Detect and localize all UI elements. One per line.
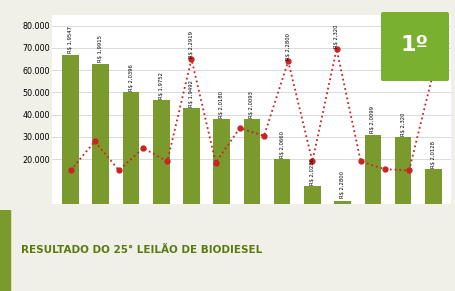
Bar: [394, 137, 410, 204]
Bar: [303, 186, 320, 204]
Bar: [334, 201, 350, 204]
Text: R$ 2,0286: R$ 2,0286: [309, 157, 314, 184]
Text: R$ 1,9752: R$ 1,9752: [158, 72, 163, 99]
Bar: [0, 210, 10, 291]
Text: R$ 2,320: R$ 2,320: [334, 24, 339, 48]
Text: R$ 2,0180: R$ 2,0180: [219, 91, 224, 118]
Bar: [62, 55, 79, 204]
Bar: [92, 63, 109, 204]
Text: R$ 2,2800: R$ 2,2800: [339, 171, 344, 198]
Text: R$ 2,0128: R$ 2,0128: [430, 141, 435, 168]
Bar: [273, 159, 290, 204]
Text: 1º: 1º: [400, 35, 428, 55]
Bar: [152, 100, 169, 204]
Text: R$ 2,320: R$ 2,320: [399, 112, 404, 136]
Text: R$ 1,9492: R$ 1,9492: [188, 80, 193, 107]
Text: R$ 2,0099: R$ 2,0099: [369, 107, 374, 133]
Text: R$ 2,0093: R$ 2,0093: [249, 91, 254, 118]
Bar: [424, 169, 440, 204]
Bar: [183, 108, 199, 204]
FancyBboxPatch shape: [380, 12, 448, 81]
Text: R$ 2,0396: R$ 2,0396: [128, 64, 133, 91]
Bar: [122, 93, 139, 204]
Bar: [364, 135, 380, 204]
Bar: [213, 119, 229, 204]
Text: R$ 1,9961: R$ 1,9961: [445, 21, 450, 48]
Text: R$ 2,2800: R$ 2,2800: [285, 33, 290, 60]
Text: R$ 2,0660: R$ 2,0660: [279, 131, 284, 158]
Bar: [243, 119, 260, 204]
Text: R$ 1,9547: R$ 1,9547: [68, 26, 73, 53]
Text: R$ 1,9915: R$ 1,9915: [98, 35, 103, 62]
Text: RESULTADO DO 25° LEILÃO DE BIODIESEL: RESULTADO DO 25° LEILÃO DE BIODIESEL: [20, 245, 261, 255]
Text: R$ 2,2919: R$ 2,2919: [188, 31, 193, 58]
